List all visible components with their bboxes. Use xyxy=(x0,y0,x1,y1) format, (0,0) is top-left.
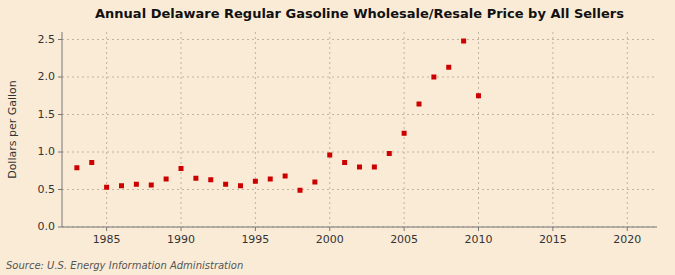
tick-mark xyxy=(106,227,107,231)
point xyxy=(357,165,362,170)
point xyxy=(298,188,303,193)
grid-line xyxy=(62,227,657,228)
point xyxy=(134,182,139,187)
points xyxy=(74,39,481,193)
tick-label: 1.0 xyxy=(38,145,56,158)
tick-label: 1990 xyxy=(167,233,195,246)
point xyxy=(312,180,317,185)
tick-label: 2015 xyxy=(539,233,567,246)
point xyxy=(193,176,198,181)
tick-label: 0.0 xyxy=(38,220,56,233)
tick-label: 2020 xyxy=(613,233,641,246)
point xyxy=(402,131,407,136)
point xyxy=(431,75,436,80)
grid-line xyxy=(106,32,107,227)
point xyxy=(208,177,213,182)
point xyxy=(283,174,288,179)
point xyxy=(417,102,422,107)
grid-line xyxy=(181,32,182,227)
tick-mark xyxy=(58,77,62,78)
point xyxy=(387,151,392,156)
tick-mark xyxy=(478,227,479,231)
grid-line xyxy=(62,39,657,40)
tick-label: 2010 xyxy=(465,233,493,246)
axes: 0.0 0.5 1.0 1.5 2.0 2.5 1985 1990 1995 2000 2005 20… xyxy=(38,32,658,246)
point xyxy=(327,153,332,158)
tick-label: 2.0 xyxy=(38,70,56,83)
grid-line xyxy=(329,32,330,227)
tick-mark xyxy=(255,227,256,231)
point xyxy=(223,182,228,187)
y-axis-label: Dollars per Gallon xyxy=(6,80,19,179)
grid-line xyxy=(62,152,657,153)
source-note: Source: U.S. Energy Information Administ… xyxy=(6,260,243,271)
point xyxy=(179,166,184,171)
point xyxy=(446,65,451,70)
grid-line xyxy=(478,32,479,227)
tick-mark xyxy=(181,227,182,231)
tick-label: 2005 xyxy=(390,233,418,246)
grid-line xyxy=(552,32,553,227)
tick-mark xyxy=(404,227,405,231)
grid-line xyxy=(255,32,256,227)
grid-line xyxy=(627,32,628,227)
point xyxy=(149,183,154,188)
point xyxy=(253,179,258,184)
point xyxy=(238,183,243,188)
grid-line xyxy=(404,32,405,227)
tick-label: 1985 xyxy=(93,233,121,246)
point xyxy=(476,93,481,98)
grid-line xyxy=(62,114,657,115)
chart: 0.0 0.5 1.0 1.5 2.0 2.5 1985 1990 1995 2000 2005 20… xyxy=(0,0,675,275)
grid xyxy=(62,32,657,227)
point xyxy=(104,185,109,190)
point xyxy=(89,160,94,165)
grid-line xyxy=(62,189,657,190)
tick-mark xyxy=(627,227,628,231)
tick-mark xyxy=(58,152,62,153)
tick-mark xyxy=(58,189,62,190)
point xyxy=(74,165,79,170)
tick-mark xyxy=(58,39,62,40)
tick-label: 2.5 xyxy=(38,33,56,46)
tick-label: 0.5 xyxy=(38,183,56,196)
y-axis-line xyxy=(62,32,63,227)
tick-mark xyxy=(58,114,62,115)
grid-line xyxy=(62,77,657,78)
title: Annual Delaware Regular Gasoline Wholesa… xyxy=(95,6,624,21)
point xyxy=(119,183,124,188)
tick-label: 2000 xyxy=(316,233,344,246)
point xyxy=(342,160,347,165)
tick-mark xyxy=(58,227,62,228)
tick-label: 1.5 xyxy=(38,108,56,121)
x-axis-line xyxy=(62,227,657,228)
point xyxy=(372,165,377,170)
tick-mark xyxy=(552,227,553,231)
tick-mark xyxy=(329,227,330,231)
point xyxy=(164,177,169,182)
point xyxy=(461,39,466,44)
point xyxy=(268,177,273,182)
tick-label: 1995 xyxy=(241,233,269,246)
